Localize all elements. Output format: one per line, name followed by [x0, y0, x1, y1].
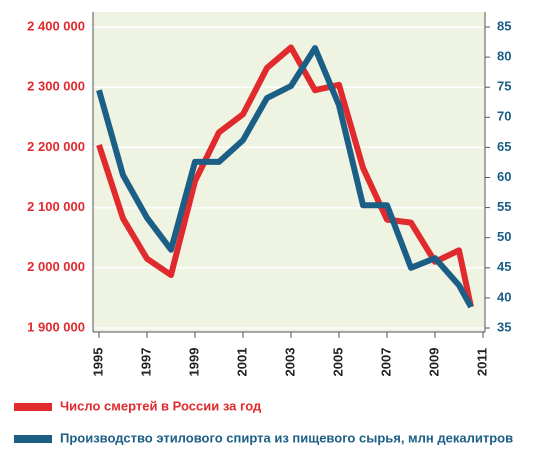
x-tick-label: 1995: [90, 348, 105, 377]
y2-tick-label: 65: [497, 139, 511, 154]
y2-tick-label: 85: [497, 18, 511, 33]
x-tick-label: 1997: [138, 348, 153, 377]
y-tick-label: 1 900 000: [27, 319, 85, 334]
series-line: [96, 44, 474, 308]
y2-tick-label: 55: [497, 199, 511, 214]
y2-tick-label: 40: [497, 289, 511, 304]
x-tick-label: 2003: [282, 348, 297, 377]
y2-tick-label: 80: [497, 49, 511, 64]
y2-tick-label: 75: [497, 79, 511, 94]
x-tick-label: 2007: [378, 348, 393, 377]
y2-tick-label: 45: [497, 259, 511, 274]
y2-tick-label: 35: [497, 319, 511, 334]
legend-swatch: [14, 403, 52, 411]
y-tick-label: 2 200 000: [27, 139, 85, 154]
x-tick-label: 1999: [186, 348, 201, 377]
x-tick-label: 2009: [426, 348, 441, 377]
y2-tick-label: 50: [497, 229, 511, 244]
y-tick-label: 2 100 000: [27, 199, 85, 214]
plot-background: [93, 12, 485, 332]
y2-tick-label: 60: [497, 169, 511, 184]
x-tick-label: 2001: [234, 348, 249, 377]
legend-label: Производство этилового спирта из пищевог…: [60, 430, 513, 445]
y-tick-label: 2 000 000: [27, 259, 85, 274]
y-tick-label: 2 400 000: [27, 18, 85, 33]
x-tick-label: 2005: [330, 348, 345, 377]
legend-label: Число смертей в России за год: [60, 398, 262, 413]
x-tick-label: 2011: [474, 348, 489, 376]
series-line: [96, 45, 474, 309]
y2-tick-label: 70: [497, 109, 511, 124]
legend-swatch: [14, 435, 52, 443]
y-tick-label: 2 300 000: [27, 79, 85, 94]
